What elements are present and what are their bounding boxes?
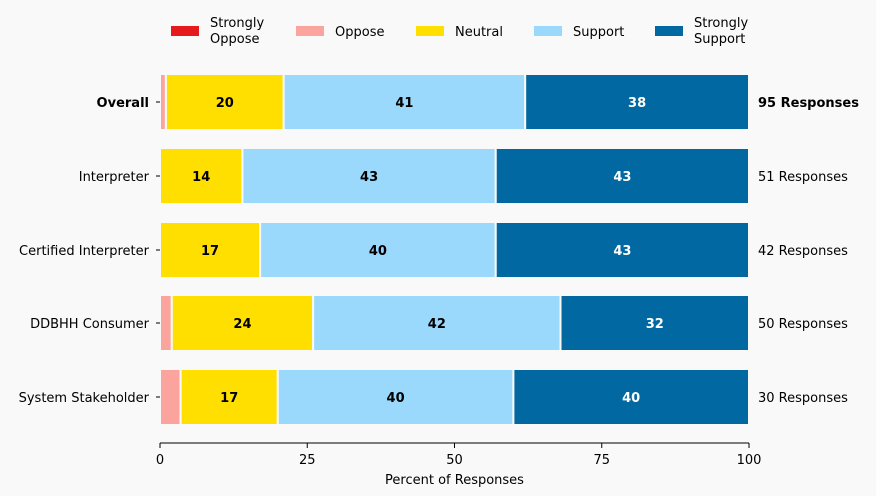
response-count-label: 42 Responses <box>758 244 848 259</box>
legend-label: Strongly Oppose <box>210 16 264 47</box>
bar-value-label: 43 <box>613 170 631 185</box>
bar-segment <box>494 221 751 279</box>
category-label: Interpreter <box>79 170 150 185</box>
legend-label: Oppose <box>335 25 384 40</box>
response-count-label: 51 Responses <box>758 170 848 185</box>
x-axis-title: Percent of Responses <box>385 473 524 488</box>
x-tick-label: 0 <box>156 453 164 468</box>
bar-value-label: 17 <box>201 244 219 259</box>
bar-value-label: 38 <box>628 96 646 111</box>
bar-value-label: 20 <box>216 96 234 111</box>
bar-value-label: 32 <box>646 317 664 332</box>
bar-segment <box>159 294 173 352</box>
bar-value-label: 43 <box>360 170 378 185</box>
bar-segment <box>170 294 315 352</box>
bar-segment <box>259 221 497 279</box>
bar-value-label: 40 <box>387 391 405 406</box>
legend-label: Neutral <box>455 25 503 40</box>
category-label: System Stakeholder <box>19 391 150 406</box>
category-label: Overall <box>97 96 149 111</box>
bar-value-label: 41 <box>395 96 413 111</box>
bar-segment <box>159 368 182 426</box>
legend-swatch <box>171 26 199 36</box>
response-count-label: 95 Responses <box>758 96 859 111</box>
response-count-label: 50 Responses <box>758 317 848 332</box>
x-tick-label: 100 <box>737 453 762 468</box>
x-tick-label: 25 <box>299 453 316 468</box>
y-axis-labels: Overall Interpreter Certified Interpreter D… <box>19 96 160 406</box>
legend: Strongly Oppose Oppose Neutral Support Strong… <box>171 16 748 47</box>
bar-value-label: 40 <box>622 391 640 406</box>
bar-value-label: 24 <box>233 317 251 332</box>
bar-value-label: 42 <box>428 317 446 332</box>
legend-label: Support <box>573 25 624 40</box>
bar-segment <box>276 368 515 426</box>
x-axis: Percent of Responses 0 25 50 75 100 <box>156 442 762 488</box>
bar-segment <box>559 294 751 352</box>
bar-value-label: 43 <box>613 244 631 259</box>
response-count-labels: 95 Responses 51 Responses 42 Responses 50 R… <box>758 96 859 406</box>
bars: 20 41 38 14 43 43 17 40 43 24 42 32 17 40 40 <box>159 73 751 426</box>
legend-label: Strongly Support <box>694 16 748 47</box>
x-tick-label: 75 <box>593 453 610 468</box>
response-count-label: 30 Responses <box>758 391 848 406</box>
bar-value-label: 14 <box>192 170 210 185</box>
bar-value-label: 17 <box>220 391 238 406</box>
bar-segment <box>512 368 751 426</box>
bar-value-label: 40 <box>369 244 387 259</box>
x-tick-label: 50 <box>446 453 463 468</box>
bar-segment <box>159 221 262 279</box>
category-label: Certified Interpreter <box>19 244 150 259</box>
category-label: DDBHH Consumer <box>30 317 150 332</box>
bar-segment <box>494 147 751 205</box>
bar-segment <box>179 368 279 426</box>
bar-segment <box>524 73 750 131</box>
bar-segment <box>312 294 562 352</box>
legend-swatch <box>655 26 683 36</box>
legend-swatch <box>534 26 562 36</box>
bar-segment <box>282 73 527 131</box>
legend-swatch <box>296 26 324 36</box>
legend-swatch <box>416 26 444 36</box>
bar-segment <box>241 147 497 205</box>
